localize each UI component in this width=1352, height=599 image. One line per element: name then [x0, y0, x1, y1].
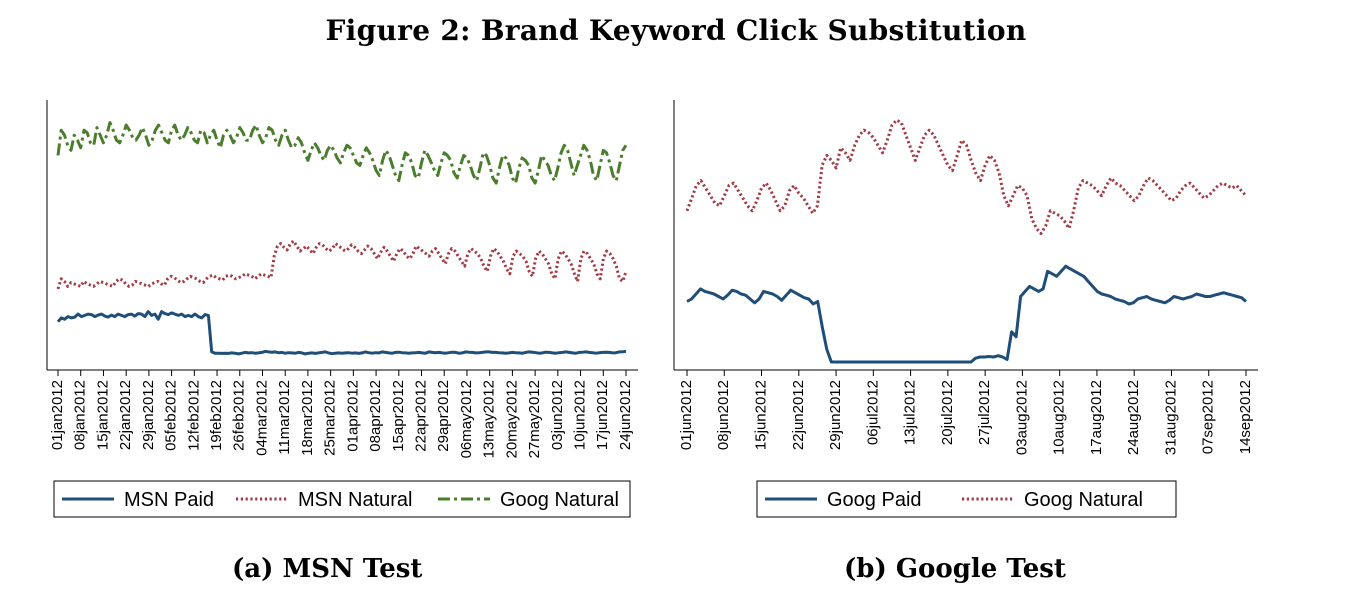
x-tick-label: 15apr2012: [390, 380, 407, 452]
legend: MSN Paid MSN Natural Goog Natural: [53, 480, 631, 518]
x-tick-label: 29apr2012: [435, 380, 452, 452]
x-tick-label: 27may2012: [526, 380, 543, 458]
x-tick-label: 31aug2012: [1162, 380, 1179, 455]
x-tick-label: 06jul2012: [864, 380, 881, 445]
x-tick-label: 18mar2012: [299, 380, 316, 456]
legend-label: Goog Paid: [827, 489, 922, 511]
x-tick-label: 19feb2012: [208, 380, 225, 451]
x-tick-label: 08jun2012: [715, 380, 732, 450]
x-tick-label: 12feb2012: [185, 380, 202, 451]
x-tick-label: 15jun2012: [753, 380, 770, 450]
series-line-goog-natural: [56, 121, 628, 185]
x-tick-label: 17jun2012: [594, 380, 611, 450]
x-tick-label: 06may2012: [458, 380, 475, 458]
x-tick-label: 26feb2012: [231, 380, 248, 451]
x-tick-label: 03jun2012: [549, 380, 566, 450]
x-tick-label: 13jul2012: [902, 380, 919, 445]
caption-google-test: (b) Google Test: [844, 554, 1066, 584]
x-tick-label: 29jan2012: [140, 380, 157, 450]
x-tick-label: 29jun2012: [827, 380, 844, 450]
x-tick-label: 13may2012: [481, 380, 498, 458]
legend-label: Goog Natural: [1024, 489, 1143, 511]
series-line-goog-natural: [685, 118, 1248, 235]
x-tick-label: 17aug2012: [1088, 380, 1105, 455]
chart-msn-test: 01jan2012 08jan2012 15jan2012 22jan2012 29ja…: [46, 100, 638, 518]
legend-box: [756, 480, 1177, 518]
x-tick-label: 20jul2012: [939, 380, 956, 445]
x-tick-label: 15jan2012: [94, 380, 111, 450]
x-tick-label: 07sep2012: [1200, 380, 1217, 454]
x-tick-label: 27jul2012: [976, 380, 993, 445]
series-line-msn-natural: [56, 239, 628, 290]
series-line-msn-paid: [56, 310, 627, 356]
x-tick-label: 22jan2012: [117, 380, 134, 450]
x-tick-label: 20may2012: [503, 380, 520, 458]
chart-google-test: 01jun2012 08jun2012 15jun2012 22jun2012 29ju…: [673, 100, 1258, 518]
caption-msn-test: (a) MSN Test: [232, 554, 423, 584]
x-tick-label: 05feb2012: [163, 380, 180, 451]
x-tick-label: 03aug2012: [1013, 380, 1030, 455]
legend-box: [53, 480, 631, 518]
x-tick-label: 11mar2012: [276, 380, 293, 455]
x-tick-label: 10jun2012: [572, 380, 589, 450]
x-tick-label: 22jun2012: [790, 380, 807, 450]
legend-label: Goog Natural: [500, 489, 619, 511]
x-tick-label: 01jun2012: [678, 380, 695, 450]
x-tick-label: 25mar2012: [322, 380, 339, 456]
figure-title: Figure 2: Brand Keyword Click Substituti…: [325, 14, 1027, 47]
series-line-goog-paid: [686, 264, 1247, 364]
x-tick-label: 22apr2012: [412, 380, 429, 452]
x-tick-label: 01apr2012: [344, 380, 361, 452]
x-tick-label: 04mar2012: [253, 380, 270, 456]
x-tick-label: 08apr2012: [367, 380, 384, 452]
x-tick-label: 24aug2012: [1125, 380, 1142, 455]
legend-label: MSN Paid: [124, 489, 214, 511]
legend: Goog Paid Goog Natural: [756, 480, 1177, 518]
x-tick-label: 01jan2012: [49, 380, 66, 450]
x-tick-label: 08jan2012: [72, 380, 89, 450]
x-tick-label: 24jun2012: [617, 380, 634, 450]
x-tick-label: 10aug2012: [1051, 380, 1068, 455]
x-tick-label: 14sep2012: [1237, 380, 1254, 454]
legend-label: MSN Natural: [298, 489, 412, 511]
